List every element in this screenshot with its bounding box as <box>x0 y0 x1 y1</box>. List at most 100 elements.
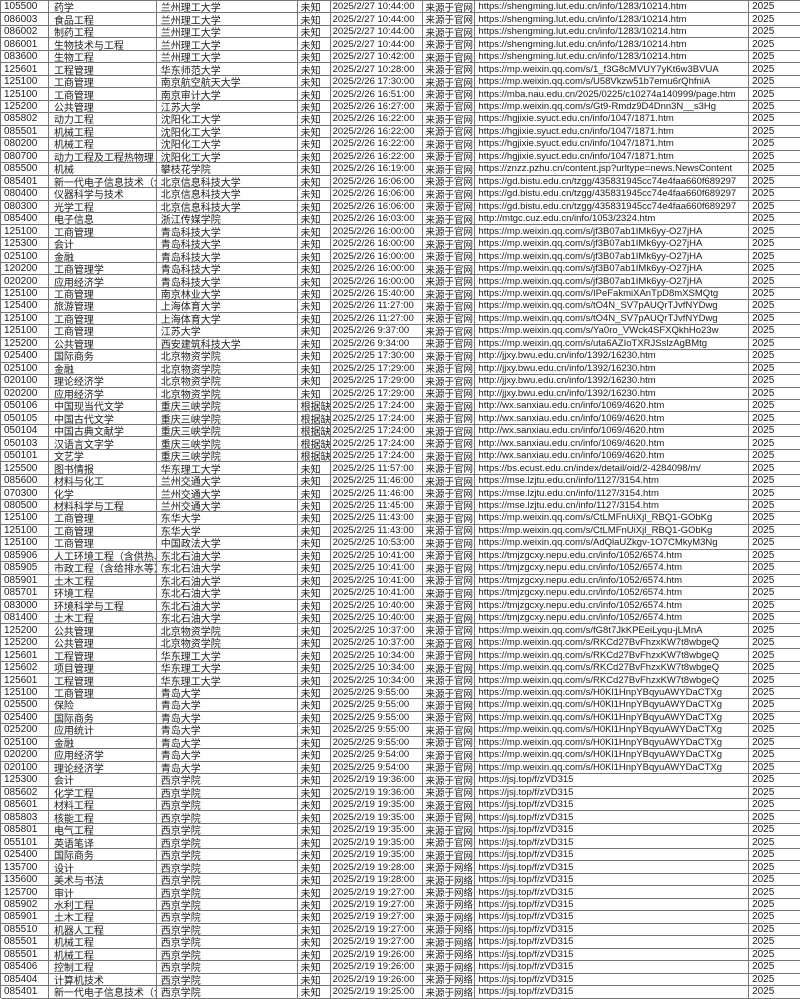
cell-code[interactable]: 083000 <box>1 599 49 612</box>
cell-university[interactable]: 华东理工大学 <box>156 674 298 687</box>
cell-year[interactable]: 2025 <box>749 113 800 126</box>
cell-subject[interactable]: 工商管理 <box>48 512 157 525</box>
cell-publish_time[interactable]: 2025/2/26 16:03:00 <box>330 212 424 226</box>
cell-university[interactable]: 东北石油大学 <box>156 562 298 575</box>
cell-university[interactable]: 江苏大学 <box>156 100 298 114</box>
cell-source[interactable]: 来源于网络 <box>423 861 476 874</box>
cell-university[interactable]: 兰州理工大学 <box>156 38 298 51</box>
cell-university[interactable]: 重庆三峡学院 <box>156 424 298 438</box>
cell-code[interactable]: 125602 <box>1 661 49 675</box>
cell-university[interactable]: 东北石油大学 <box>156 549 298 563</box>
cell-year[interactable]: 2025 <box>749 899 800 912</box>
cell-url[interactable]: https://shengming.lut.edu.cn/info/1283/1… <box>475 50 750 64</box>
cell-publish_time[interactable]: 2025/2/26 11:27:00 <box>330 300 424 313</box>
cell-url[interactable]: https://jsj.top/f/zVD315 <box>475 811 750 824</box>
cell-subject[interactable]: 机械 <box>48 163 157 176</box>
cell-status[interactable]: 未知 <box>297 786 331 799</box>
cell-source[interactable]: 来源于官网 <box>423 836 476 849</box>
cell-code[interactable]: 125100 <box>1 524 49 538</box>
cell-year[interactable]: 2025 <box>749 649 800 662</box>
cell-url[interactable]: https://shengming.lut.edu.cn/info/1283/1… <box>475 38 750 51</box>
cell-code[interactable]: 125200 <box>1 636 49 650</box>
cell-university[interactable]: 南京林业大学 <box>156 287 298 301</box>
cell-university[interactable]: 青岛科技大学 <box>156 250 298 263</box>
cell-url[interactable]: http://jjxy.bwu.edu.cn/info/1392/16230.h… <box>475 375 750 388</box>
cell-url[interactable]: https://tmjzgcxy.nepu.edu.cn/info/1052/6… <box>475 611 750 625</box>
cell-university[interactable]: 兰州交通大学 <box>156 474 298 488</box>
cell-code[interactable]: 025400 <box>1 350 49 363</box>
cell-status[interactable]: 未知 <box>297 237 331 251</box>
cell-university[interactable]: 西京学院 <box>156 786 298 799</box>
cell-subject[interactable]: 工商管理 <box>48 88 157 101</box>
cell-subject[interactable]: 材料与化工 <box>48 474 157 488</box>
cell-year[interactable]: 2025 <box>749 188 800 201</box>
cell-source[interactable]: 来源于官网 <box>423 100 476 114</box>
cell-code[interactable]: 081400 <box>1 611 49 625</box>
cell-publish_time[interactable]: 2025/2/25 10:41:00 <box>330 587 424 600</box>
cell-url[interactable]: https://mp.weixin.qq.com/s/1_f3G8cMVUY7y… <box>475 63 750 76</box>
cell-university[interactable]: 重庆三峡学院 <box>156 400 298 413</box>
cell-university[interactable]: 青岛科技大学 <box>156 225 298 238</box>
cell-publish_time[interactable]: 2025/2/25 17:24:00 <box>330 424 424 438</box>
cell-year[interactable]: 2025 <box>749 400 800 413</box>
cell-code[interactable]: 080400 <box>1 188 49 201</box>
cell-publish_time[interactable]: 2025/2/19 19:36:00 <box>330 774 424 787</box>
cell-url[interactable]: http://jjxy.bwu.edu.cn/info/1392/16230.h… <box>475 350 750 363</box>
cell-source[interactable]: 来源于官网 <box>423 823 476 837</box>
cell-university[interactable]: 攀枝花学院 <box>156 163 298 176</box>
cell-url[interactable]: https://znzz.pzhu.cn/content.jsp?urltype… <box>475 163 750 176</box>
cell-code[interactable]: 080200 <box>1 138 49 151</box>
cell-url[interactable]: https://mp.weixin.qq.com/s/jf3B07ab1IMk6… <box>475 250 750 263</box>
cell-university[interactable]: 上海体育大学 <box>156 300 298 313</box>
cell-year[interactable]: 2025 <box>749 811 800 824</box>
cell-subject[interactable]: 公共管理 <box>48 100 157 114</box>
cell-subject[interactable]: 生物工程 <box>48 50 157 64</box>
cell-code[interactable]: 125100 <box>1 686 49 700</box>
cell-year[interactable]: 2025 <box>749 225 800 238</box>
cell-status[interactable]: 未知 <box>297 774 331 787</box>
cell-university[interactable]: 北京物资学院 <box>156 350 298 363</box>
cell-year[interactable]: 2025 <box>749 88 800 101</box>
cell-status[interactable]: 未知 <box>297 886 331 899</box>
cell-publish_time[interactable]: 2025/2/25 10:53:00 <box>330 537 424 550</box>
cell-source[interactable]: 来源于官网 <box>423 774 476 787</box>
cell-status[interactable]: 未知 <box>297 212 331 226</box>
cell-url[interactable]: https://mp.weixin.qq.com/s/tO4N_SV7pAUQr… <box>475 300 750 313</box>
cell-code[interactable]: 125200 <box>1 100 49 114</box>
cell-url[interactable]: https://jsj.top/f/zVD315 <box>475 986 750 999</box>
cell-year[interactable]: 2025 <box>749 450 800 463</box>
cell-university[interactable]: 华东理工大学 <box>156 661 298 675</box>
cell-publish_time[interactable]: 2025/2/25 11:46:00 <box>330 487 424 500</box>
cell-university[interactable]: 西京学院 <box>156 886 298 899</box>
cell-university[interactable]: 西京学院 <box>156 911 298 924</box>
cell-year[interactable]: 2025 <box>749 749 800 762</box>
cell-university[interactable]: 西京学院 <box>156 898 298 912</box>
cell-source[interactable]: 来源于网络 <box>423 923 476 937</box>
cell-year[interactable]: 2025 <box>749 462 800 475</box>
cell-subject[interactable]: 材料工程 <box>48 799 157 812</box>
cell-source[interactable]: 来源于官网 <box>423 711 476 725</box>
cell-url[interactable]: https://tmjzgcxy.nepu.edu.cn/info/1052/6… <box>475 587 750 600</box>
cell-status[interactable]: 未知 <box>297 587 331 600</box>
cell-status[interactable]: 未知 <box>297 250 331 263</box>
cell-year[interactable]: 2025 <box>749 612 800 625</box>
cell-url[interactable]: https://gd.bistu.edu.cn/tzgg/435831945cc… <box>475 188 750 201</box>
cell-source[interactable]: 来源于官网 <box>423 375 476 388</box>
cell-url[interactable]: https://jsj.top/f/zVD315 <box>475 823 750 837</box>
cell-university[interactable]: 北京物资学院 <box>156 387 298 400</box>
cell-status[interactable]: 未知 <box>297 225 331 238</box>
cell-url[interactable]: https://mp.weixin.qq.com/s/fG8t7JkKPEeiL… <box>475 624 750 637</box>
cell-url[interactable]: https://mp.weixin.qq.com/s/CtLMFnUiXjl_R… <box>475 512 750 525</box>
cell-publish_time[interactable]: 2025/2/26 17:30:00 <box>330 75 424 89</box>
cell-code[interactable]: 085501 <box>1 948 49 962</box>
cell-publish_time[interactable]: 2025/2/25 17:30:00 <box>330 350 424 363</box>
cell-year[interactable]: 2025 <box>749 275 800 288</box>
cell-url[interactable]: https://mp.weixin.qq.com/s/H0Kl1HnpYBqyu… <box>475 699 750 712</box>
cell-publish_time[interactable]: 2025/2/25 17:24:00 <box>330 412 424 425</box>
cell-source[interactable]: 来源于官网 <box>423 649 476 662</box>
cell-status[interactable]: 根据缺额 <box>297 449 331 463</box>
cell-publish_time[interactable]: 2025/2/19 19:26:00 <box>330 973 424 987</box>
cell-code[interactable]: 085510 <box>1 923 49 937</box>
cell-source[interactable]: 来源于官网 <box>423 587 476 600</box>
cell-year[interactable]: 2025 <box>749 949 800 962</box>
